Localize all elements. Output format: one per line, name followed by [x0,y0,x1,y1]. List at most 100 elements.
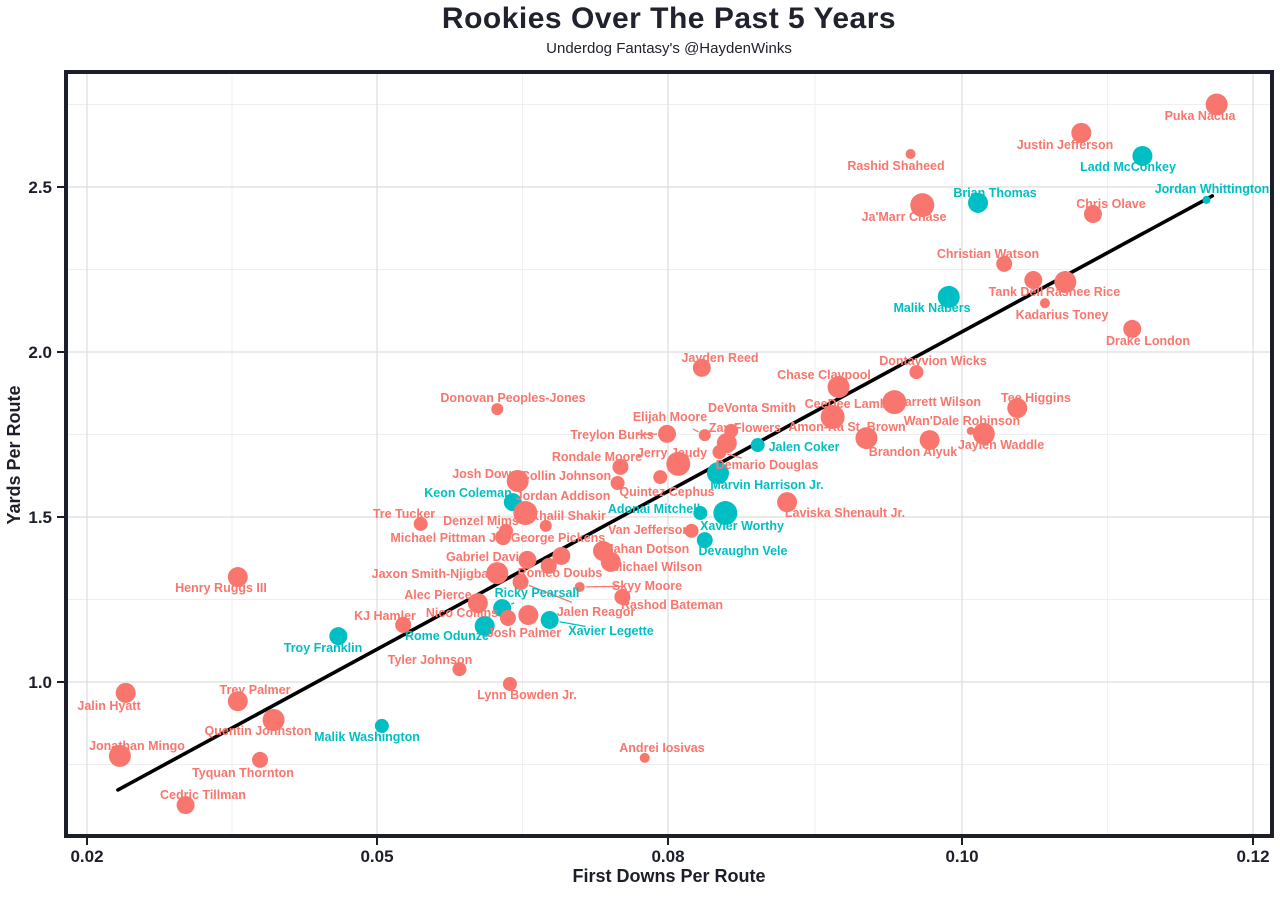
data-point [639,752,650,763]
player-label: Adonai Mitchell [608,502,700,516]
player-label: Andrei Iosivas [619,741,704,755]
player-label: Rashid Shaheed [847,159,944,173]
player-label: CeeDee Lamb [805,397,888,411]
label-leader [585,585,622,588]
player-label: Jalin Hyatt [77,699,141,713]
player-label: Brian Thomas [953,186,1036,200]
player-label: Lynn Bowden Jr. [477,688,577,702]
player-label: Chase Claypool [777,368,871,382]
data-point [713,501,738,526]
data-point [968,192,989,213]
player-label: Treylon Burks [570,428,653,442]
data-point [909,365,924,380]
data-point [610,476,625,491]
player-label: Chris Olave [1076,197,1146,211]
data-point [1024,271,1043,290]
player-label: Laviska Shenault Jr. [785,506,905,520]
player-label: Jaxon Smith-Njigba [372,567,490,581]
player-label: Rome Odunze [405,629,489,643]
player-label: Zay Flowers [709,421,781,435]
player-label: Tee Higgins [1001,391,1071,405]
data-point [827,375,850,398]
data-point [574,581,585,592]
player-label: Amon-Ra St. Brown [788,420,905,434]
data-point [706,462,729,485]
player-label: Josh Palmer [487,626,561,640]
player-label: Troy Franklin [284,641,363,655]
player-label: Puka Nacua [1165,109,1237,123]
data-point [882,390,907,415]
trend-line-segment [116,194,1215,792]
gridlines [66,72,1272,836]
player-label: Tank Dell [989,285,1044,299]
x-tick-label: 0.10 [945,847,978,866]
data-points [108,93,1228,815]
data-point [666,451,691,476]
player-label: Xavier Legette [568,624,654,638]
player-label: Quentin Johnston [205,724,312,738]
data-point [1083,205,1102,224]
data-point [452,662,467,677]
data-point [518,550,537,569]
player-label: Jayden Reed [681,351,758,365]
x-axis-title: First Downs Per Route [572,866,765,886]
data-point [262,708,285,731]
player-label: Tre Tucker [373,507,435,521]
player-label: Tyler Johnson [388,653,473,667]
x-tick-label: 0.08 [651,847,684,866]
x-tick-label: 0.12 [1236,847,1269,866]
player-label: Marvin Harrison Jr. [710,478,823,492]
data-point [512,574,529,591]
data-point [820,405,845,430]
player-label: Ja'Marr Chase [862,210,947,224]
plot-frame [64,70,1274,838]
data-point [115,682,136,703]
data-point [614,588,631,605]
axis-ticks: 0.02 0.05 0.08 0.10 0.12 2.5 2.0 1.5 1.0 [28,178,1269,866]
data-point [600,551,621,572]
data-point [750,438,765,453]
player-label: Keon Coleman [424,486,512,500]
player-label: Xavier Worthy [700,519,784,533]
plot-border [64,70,1274,838]
player-label: Jahan Dotson [607,542,690,556]
player-label: DeVonta Smith [708,401,796,415]
data-point [467,593,488,614]
chart-title: Rookies Over The Past 5 Years [441,2,897,35]
player-label: Jaylen Waddle [958,438,1044,452]
data-point [1202,195,1211,204]
player-label: Gabriel Davis [446,550,526,564]
data-point [108,744,131,767]
data-point [1123,319,1142,338]
data-point [905,149,916,159]
data-point [693,506,708,521]
data-point [539,519,552,532]
data-point [1007,398,1028,419]
player-label: Elijah Moore [633,410,707,424]
data-point [506,470,529,493]
player-label: Romeo Doubs [518,566,603,580]
player-label: Nico Collins [426,606,498,620]
data-point [495,529,512,546]
data-point [486,562,509,585]
player-label: Rashod Bateman [621,598,723,612]
player-label: Alec Pierce [404,588,471,602]
data-point [684,523,699,538]
data-point [1132,145,1153,166]
data-point [413,516,428,531]
data-point [491,403,504,416]
player-label: Jordan Whittington [1155,182,1270,196]
data-point [696,532,713,549]
data-point [502,676,517,691]
player-label: Wan'Dale Robinson [904,414,1020,428]
player-label: Khalil Shakir [530,509,606,523]
player-labels: Puka Nacua Justin Jefferson Ladd McConkey R… [77,109,1269,802]
player-label: Demario Douglas [716,458,819,472]
data-point [395,616,412,633]
player-label: Jonathan Mingo [89,739,185,753]
data-point [540,557,557,574]
player-label: Jalen Reagor [557,605,636,619]
player-label: Michael Wilson [612,560,702,574]
data-point [513,501,538,526]
